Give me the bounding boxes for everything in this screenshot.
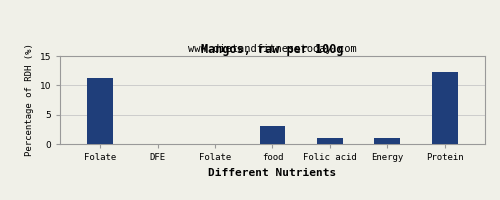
Title: Mangos, raw per 100g: Mangos, raw per 100g [201, 43, 344, 56]
Bar [432, 72, 458, 144]
Bar [260, 126, 285, 144]
Bar [317, 138, 343, 144]
Bar [374, 138, 400, 144]
Text: www.dietandfitnesstoday.com: www.dietandfitnesstoday.com [188, 44, 357, 54]
X-axis label: Different Nutrients: Different Nutrients [208, 168, 336, 178]
Bar [88, 78, 113, 144]
Y-axis label: Percentage of RDH (%): Percentage of RDH (%) [25, 44, 34, 156]
